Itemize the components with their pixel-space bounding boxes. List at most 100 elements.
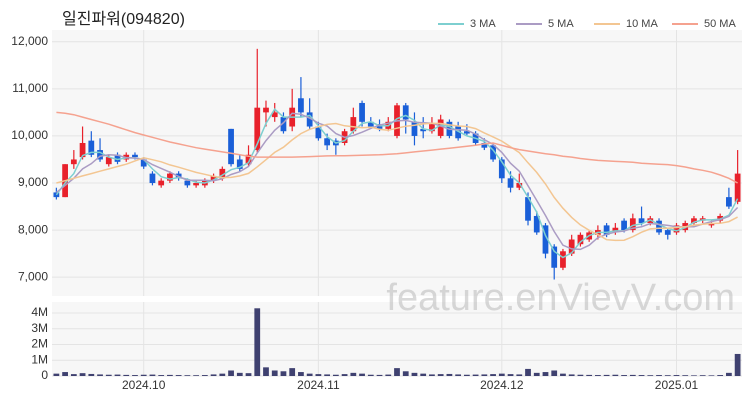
candle-body xyxy=(280,117,287,132)
candle-body xyxy=(219,168,226,179)
candle-body xyxy=(53,192,60,198)
candle-body xyxy=(245,154,252,165)
candle-body xyxy=(420,128,427,132)
candle-body xyxy=(402,105,409,120)
volume-bar xyxy=(53,373,60,376)
candle-body xyxy=(359,102,365,122)
volume-bar xyxy=(385,374,392,376)
volume-bar xyxy=(289,368,296,376)
volume-bar xyxy=(376,374,383,376)
candle-body xyxy=(463,131,470,134)
x-tick-label: 2024.10 xyxy=(122,378,166,392)
volume-bar xyxy=(332,374,339,376)
volume-bar xyxy=(629,374,636,376)
candle-body xyxy=(132,154,138,158)
candle-body xyxy=(455,126,462,139)
volume-bar xyxy=(123,374,130,376)
volume-bar xyxy=(228,370,234,376)
volume-bar xyxy=(481,374,488,376)
volume-bar xyxy=(219,373,226,376)
candle-body xyxy=(577,234,584,245)
candle-body xyxy=(656,220,662,233)
candle-body xyxy=(88,140,95,155)
candle-body xyxy=(481,142,488,148)
candle-body xyxy=(498,159,505,179)
volume-bar xyxy=(201,375,208,376)
candle-body xyxy=(228,128,234,165)
volume-bar xyxy=(429,374,435,376)
candle-body xyxy=(167,173,173,181)
volume-bar xyxy=(254,308,261,376)
volume-bar xyxy=(595,375,601,376)
candle-body xyxy=(350,117,357,132)
volume-bar xyxy=(341,374,348,376)
volume-bar xyxy=(236,372,243,376)
candle-body xyxy=(551,246,558,268)
volume-bar xyxy=(62,372,68,376)
volume-bar xyxy=(603,374,610,376)
volume-bar xyxy=(691,375,697,376)
legend-label: 3 MA xyxy=(470,18,496,30)
volume-bar xyxy=(717,375,724,376)
legend-label: 10 MA xyxy=(626,18,658,30)
volume-bar xyxy=(114,374,121,376)
volume-bar xyxy=(525,368,531,376)
candle-body xyxy=(560,251,566,268)
candle-body xyxy=(568,239,575,254)
volume-bar xyxy=(472,374,479,376)
volume-bar xyxy=(498,373,505,376)
volume-bar xyxy=(568,374,575,376)
volume-bar xyxy=(306,373,313,376)
candle-body xyxy=(507,178,514,188)
volume-bar xyxy=(638,375,645,376)
y-tick-label: 4M xyxy=(31,305,48,319)
y-tick-label: 9,000 xyxy=(18,175,48,189)
candle-body xyxy=(525,197,531,221)
volume-bar xyxy=(647,375,654,376)
volume-panel xyxy=(52,302,742,376)
candle-body xyxy=(158,180,165,186)
volume-bar xyxy=(420,373,427,376)
candle-body xyxy=(629,218,636,231)
y-tick-label: 7,000 xyxy=(18,269,48,283)
candle-body xyxy=(542,225,549,254)
y-tick-label: 0 xyxy=(41,368,48,382)
candle-body xyxy=(734,173,741,202)
volume-bar xyxy=(586,374,593,376)
candle-body xyxy=(376,124,383,129)
candle-body xyxy=(490,145,496,160)
watermark: feature.enVievV.com xyxy=(386,277,735,319)
candle-body xyxy=(140,159,147,167)
volume-bar xyxy=(359,373,365,376)
candle-body xyxy=(612,227,619,233)
volume-bar xyxy=(79,373,86,376)
x-tick-label: 2025.01 xyxy=(655,378,699,392)
volume-bar xyxy=(394,368,400,376)
candle-body xyxy=(726,197,732,207)
volume-bar xyxy=(105,374,112,376)
volume-bar xyxy=(167,374,173,376)
candle-body xyxy=(429,124,435,132)
volume-bar xyxy=(324,374,331,376)
volume-bar xyxy=(551,370,558,376)
volume-bar xyxy=(682,375,689,376)
volume-bar xyxy=(612,374,619,376)
candle-body xyxy=(79,142,86,158)
volume-bar xyxy=(455,374,462,376)
candle-body xyxy=(603,225,610,235)
volume-bar xyxy=(463,374,470,376)
candle-body xyxy=(437,119,444,136)
candle-body xyxy=(184,180,191,186)
price-panel xyxy=(52,30,742,296)
chart-title: 일진파워(094820) xyxy=(62,10,185,28)
volume-bar xyxy=(350,372,357,376)
volume-bar xyxy=(699,375,706,376)
y-tick-label: 2M xyxy=(31,337,48,351)
candle-body xyxy=(210,175,217,181)
volume-bar xyxy=(280,371,287,376)
y-tick-label: 11,000 xyxy=(12,81,48,95)
volume-bar xyxy=(88,373,95,376)
candle-body xyxy=(70,159,77,165)
legend-label: 5 MA xyxy=(548,18,574,30)
